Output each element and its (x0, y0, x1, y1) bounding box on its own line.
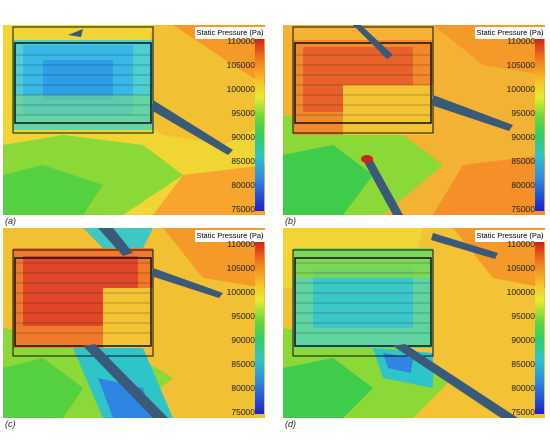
contour-plot: Static Pressure (Pa) 110000 105000 10000… (3, 25, 265, 215)
colorbar-tick: 110000 (219, 36, 255, 46)
contour-plot: Static Pressure (Pa) 110000 105000 10000… (283, 228, 545, 418)
panel-caption: (c) (5, 419, 16, 429)
colorbar-tick: 85000 (219, 359, 255, 369)
panel-caption: (b) (285, 216, 296, 226)
panel-c: Static Pressure (Pa) 110000 105000 10000… (3, 228, 265, 430)
colorbar (535, 39, 544, 211)
colorbar-tick: 80000 (219, 383, 255, 393)
colorbar-tick: 95000 (219, 108, 255, 118)
panel-caption: (a) (5, 216, 16, 226)
colorbar (255, 242, 264, 414)
colorbar-tick: 110000 (219, 239, 255, 249)
colorbar-tick: 95000 (219, 311, 255, 321)
colorbar-tick: 110000 (499, 36, 535, 46)
colorbar-tick: 80000 (219, 180, 255, 190)
colorbar (535, 242, 544, 414)
colorbar-tick: 110000 (499, 239, 535, 249)
panel-caption: (d) (285, 419, 296, 429)
contour-plot: Static Pressure (Pa) 110000 105000 10000… (3, 228, 265, 418)
colorbar-tick: 75000 (499, 204, 535, 214)
colorbar-tick: 90000 (219, 335, 255, 345)
colorbar-tick: 90000 (219, 132, 255, 142)
colorbar-tick: 75000 (219, 204, 255, 214)
panel-d: Static Pressure (Pa) 110000 105000 10000… (283, 228, 545, 430)
contour-plot: Static Pressure (Pa) 110000 105000 10000… (283, 25, 545, 215)
colorbar-tick: 90000 (499, 132, 535, 142)
colorbar (255, 39, 264, 211)
colorbar-tick: 105000 (499, 263, 535, 273)
colorbar-tick: 90000 (499, 335, 535, 345)
colorbar-tick: 80000 (499, 383, 535, 393)
colorbar-tick: 85000 (499, 156, 535, 166)
colorbar-tick: 100000 (219, 287, 255, 297)
colorbar-tick: 75000 (499, 407, 535, 417)
colorbar-tick: 100000 (499, 287, 535, 297)
panel-a: Static Pressure (Pa) 110000 105000 10000… (3, 25, 265, 227)
colorbar-tick: 105000 (219, 263, 255, 273)
colorbar-tick: 95000 (499, 311, 535, 321)
colorbar-tick: 95000 (499, 108, 535, 118)
colorbar-tick: 85000 (499, 359, 535, 369)
colorbar-tick: 75000 (219, 407, 255, 417)
colorbar-tick: 105000 (499, 60, 535, 70)
colorbar-tick: 80000 (499, 180, 535, 190)
panel-b: Static Pressure (Pa) 110000 105000 10000… (283, 25, 545, 227)
colorbar-tick: 85000 (219, 156, 255, 166)
colorbar-tick: 105000 (219, 60, 255, 70)
colorbar-tick: 100000 (219, 84, 255, 94)
colorbar-tick: 100000 (499, 84, 535, 94)
